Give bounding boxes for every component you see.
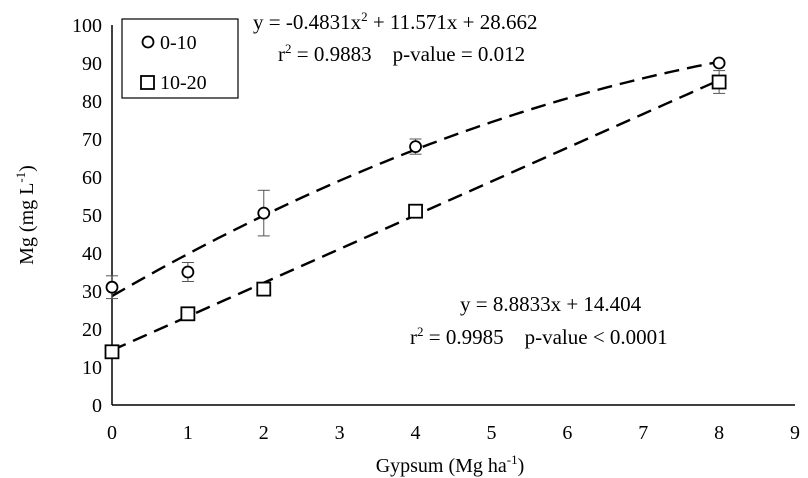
y-tick-label: 90 (82, 53, 102, 75)
point-series-1 (712, 56, 726, 70)
error-bars (106, 70, 726, 300)
point-series-1 (105, 280, 119, 294)
y-tick-label: 40 (82, 243, 102, 265)
y-tick-label: 100 (72, 15, 102, 37)
legend-marker-square (140, 75, 155, 90)
legend-marker-circle (141, 35, 155, 49)
x-tick-label: 1 (183, 422, 193, 444)
y-tick-label: 10 (82, 357, 102, 379)
y-tick-label: 30 (82, 281, 102, 303)
x-tick-label: 9 (790, 422, 800, 444)
point-series-2 (104, 344, 120, 360)
y-tick-label: 70 (82, 129, 102, 151)
x-tick-label: 8 (714, 422, 724, 444)
legend-label-series-2: 10-20 (160, 72, 207, 94)
y-tick-label: 0 (92, 395, 102, 417)
equation-2-line-1: y = 8.8833x + 14.404 (460, 292, 642, 316)
point-series-1 (181, 265, 195, 279)
y-tick-label: 60 (82, 167, 102, 189)
x-tick-label: 7 (638, 422, 648, 444)
point-series-1 (257, 206, 271, 220)
y-tick-label: 80 (82, 91, 102, 113)
x-axis-title: Gypsum (Mg ha-1) (376, 452, 525, 477)
data-points (104, 56, 727, 360)
point-series-2 (256, 281, 272, 297)
y-tick-label: 50 (82, 205, 102, 227)
point-series-2 (711, 74, 727, 90)
x-tick-label: 5 (486, 422, 496, 444)
y-tick-labels: 0 10 20 30 40 50 60 70 80 90 100 (72, 15, 102, 417)
trend-line-series-1 (111, 60, 720, 298)
y-axis-title: Mg (mg L-1) (13, 165, 38, 265)
x-tick-label: 3 (335, 422, 345, 444)
x-tick-label: 2 (259, 422, 269, 444)
x-tick-label: 0 (107, 422, 117, 444)
legend: 0-10 10-20 (121, 18, 239, 99)
equation-1-line-1: y = -0.4831x2 + 11.571x + 28.662 (253, 9, 538, 34)
equation-1-line-2: r2 = 0.9883 p-value = 0.012 (278, 41, 525, 66)
legend-label-series-1: 0-10 (160, 32, 197, 54)
x-tick-labels: 0 1 2 3 4 5 6 7 8 9 (107, 422, 800, 444)
x-tick-label: 6 (562, 422, 572, 444)
axes (111, 25, 795, 406)
point-series-1 (409, 140, 422, 154)
equation-2-line-2: r2 = 0.9985 p-value < 0.0001 (410, 324, 668, 349)
x-tick-label: 4 (411, 422, 421, 444)
point-series-2 (408, 203, 423, 219)
point-series-2 (180, 306, 196, 322)
y-tick-label: 20 (82, 319, 102, 341)
